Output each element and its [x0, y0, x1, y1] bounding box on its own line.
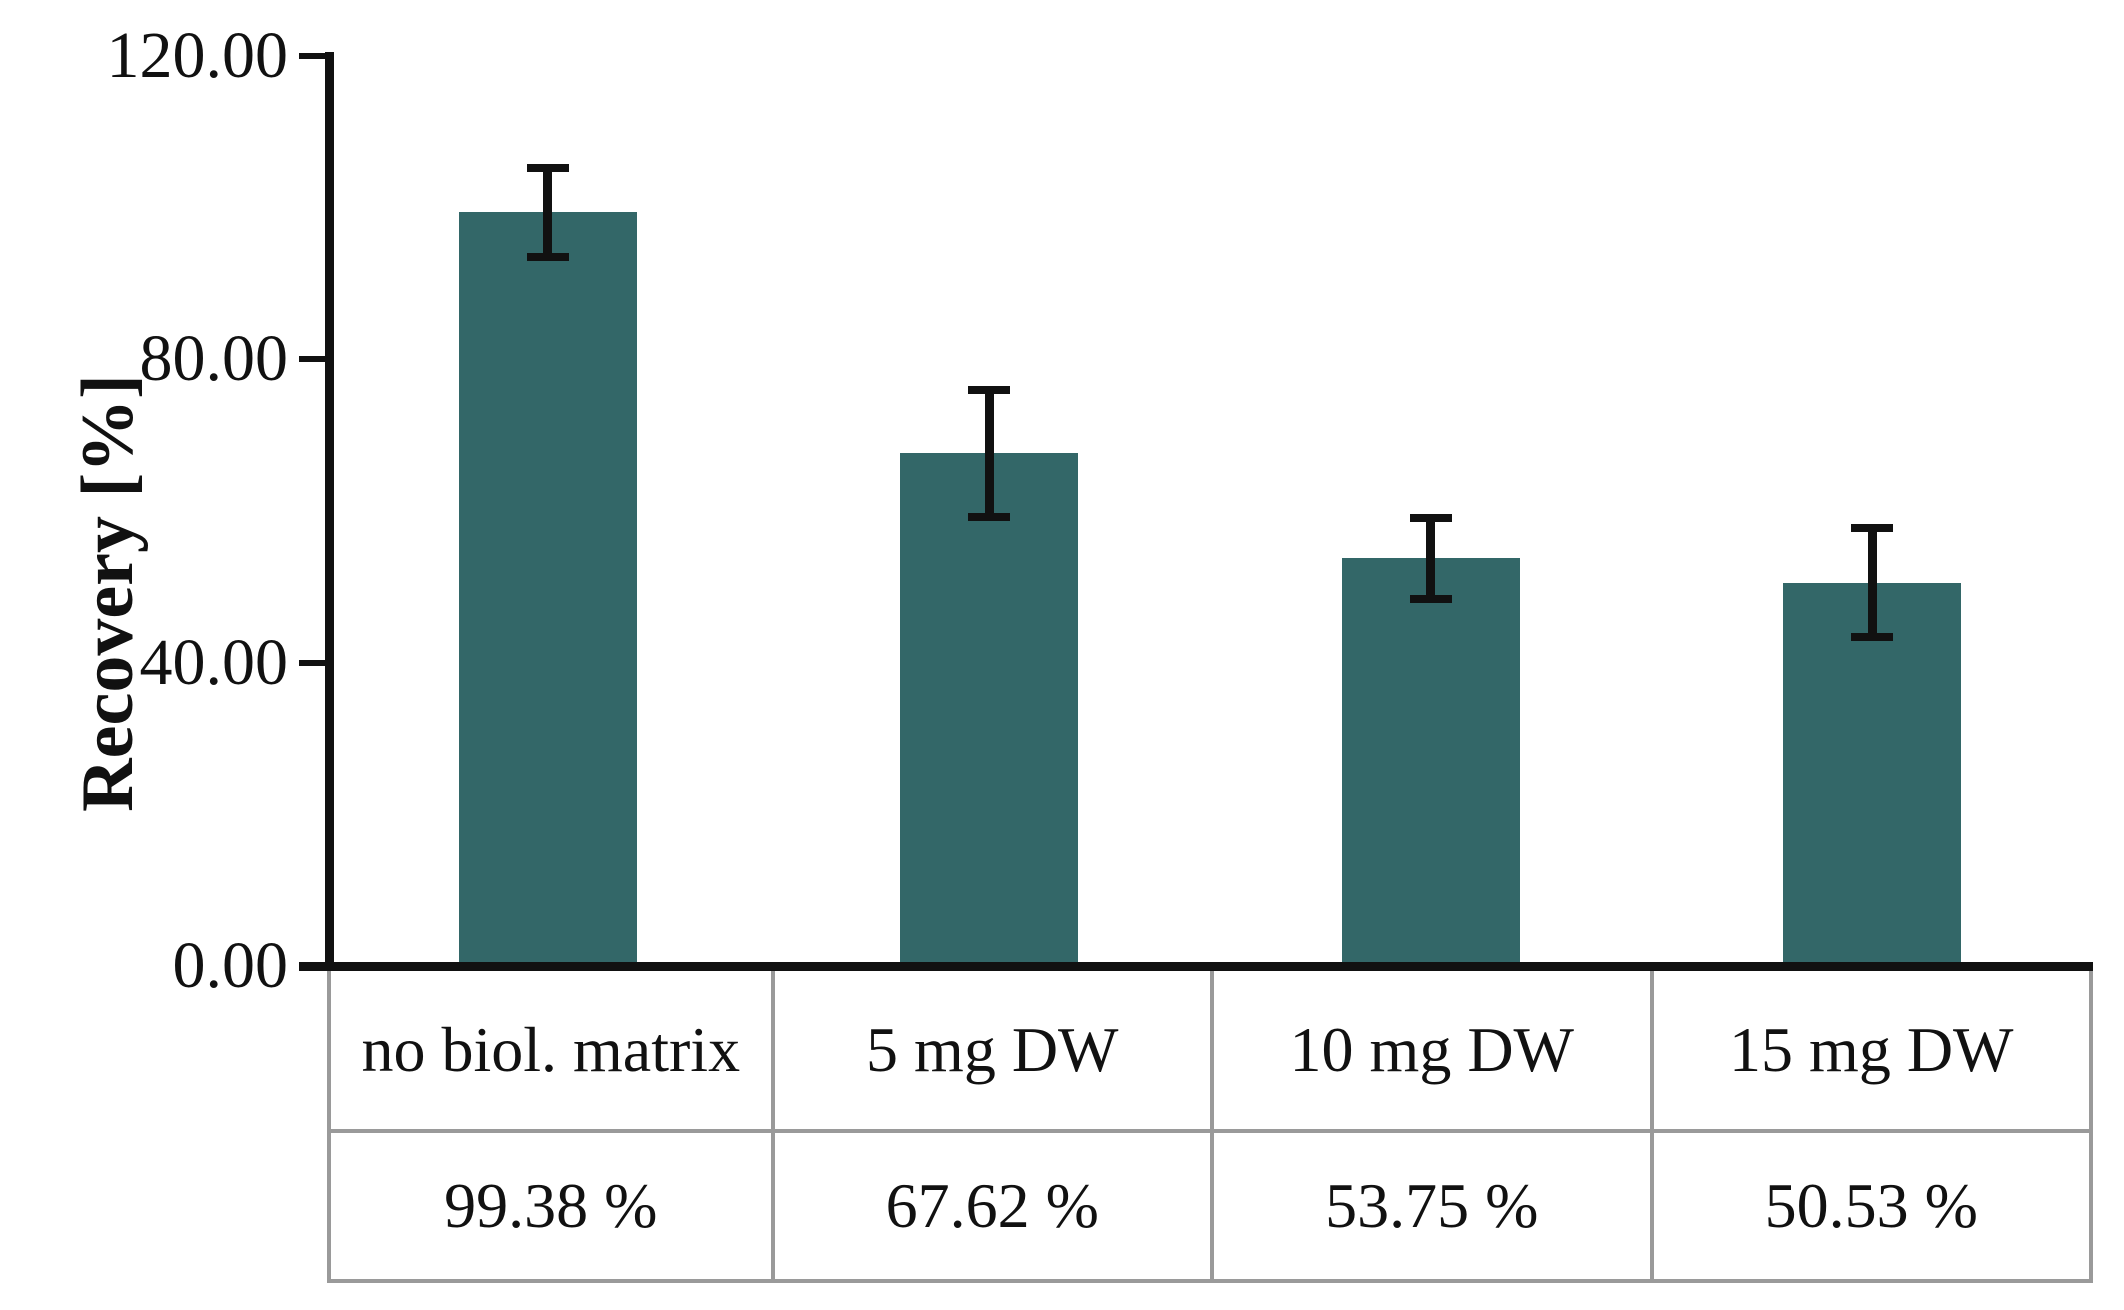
error-bar-no-biol-matrix — [543, 168, 552, 257]
value-cell-5-mg-dw: 67.62 % — [770, 1133, 1211, 1279]
bar-5-mg-dw — [900, 453, 1078, 966]
error-bar-top-cap — [1410, 514, 1452, 522]
y-axis-tick — [299, 356, 325, 362]
error-bar-15-mg-dw — [1868, 528, 1877, 637]
error-bar-top-cap — [1851, 524, 1893, 532]
category-value-table: no biol. matrix 5 mg DW 10 mg DW 15 mg DW 9… — [327, 971, 2093, 1283]
y-axis-tick — [299, 53, 325, 59]
y-axis-tick-label: 80.00 — [139, 322, 289, 395]
table-header-row: no biol. matrix 5 mg DW 10 mg DW 15 mg DW — [331, 971, 2089, 1129]
error-bar-bottom-cap — [527, 253, 569, 261]
error-bar-5-mg-dw — [985, 390, 994, 517]
bar-no-biol-matrix — [459, 212, 637, 966]
error-bar-bottom-cap — [968, 513, 1010, 521]
category-cell-5-mg-dw: 5 mg DW — [770, 971, 1211, 1129]
y-axis-tick-label: 40.00 — [139, 626, 289, 699]
value-cell-10-mg-dw: 53.75 % — [1210, 1133, 1650, 1279]
y-axis-line — [325, 52, 334, 971]
error-bar-10-mg-dw — [1426, 518, 1435, 598]
error-bar-bottom-cap — [1851, 633, 1893, 641]
y-axis-tick — [299, 660, 325, 666]
error-bar-top-cap — [527, 164, 569, 172]
category-cell-15-mg-dw: 15 mg DW — [1649, 971, 2090, 1129]
error-bar-bottom-cap — [1410, 595, 1452, 603]
y-axis-tick-label: 0.00 — [172, 929, 289, 1002]
value-cell-no-biol-matrix: 99.38 % — [444, 1170, 658, 1241]
bar-10-mg-dw — [1342, 558, 1520, 966]
value-cell-15-mg-dw: 50.53 % — [1649, 1133, 2090, 1279]
category-cell-no-biol-matrix: no biol. matrix — [361, 1014, 741, 1085]
y-axis-tick-label: 120.00 — [106, 19, 289, 92]
category-cell-10-mg-dw: 10 mg DW — [1210, 971, 1650, 1129]
x-axis-line — [299, 962, 2093, 971]
bar-15-mg-dw — [1783, 583, 1961, 966]
error-bar-top-cap — [968, 386, 1010, 394]
table-value-row: 99.38 % 67.62 % 53.75 % 50.53 % — [331, 1129, 2089, 1279]
